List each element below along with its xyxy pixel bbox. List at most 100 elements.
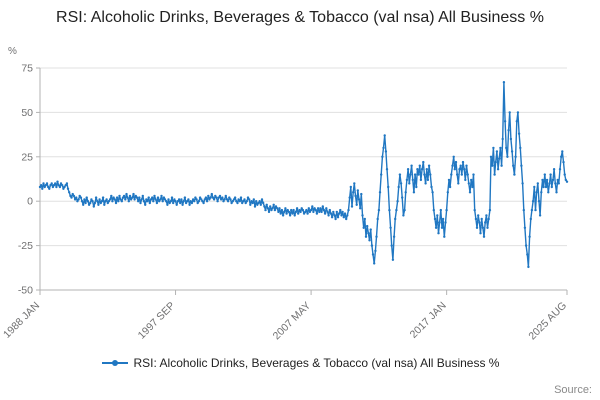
series-point bbox=[453, 168, 456, 171]
source-label: Source: bbox=[554, 384, 592, 396]
series-point bbox=[392, 235, 396, 238]
series-point bbox=[540, 191, 543, 194]
series-point bbox=[427, 164, 431, 167]
series-point bbox=[558, 168, 562, 171]
series-point bbox=[154, 198, 157, 201]
series-point bbox=[557, 182, 560, 185]
series-point bbox=[115, 196, 119, 199]
series-point bbox=[348, 196, 351, 199]
series-point bbox=[65, 182, 69, 185]
series-point bbox=[342, 216, 345, 219]
series-point bbox=[450, 173, 453, 176]
series-point bbox=[494, 160, 497, 164]
chart-title: RSI: Alcoholic Drinks, Beverages & Tobac… bbox=[56, 9, 544, 26]
series-point bbox=[274, 205, 278, 208]
series-point bbox=[330, 216, 334, 219]
x-tick-label: 2025 AUG bbox=[526, 300, 569, 343]
series-point bbox=[314, 208, 317, 212]
series-point bbox=[203, 198, 206, 201]
x-tick-label: 2007 MAY bbox=[271, 300, 314, 343]
series-point bbox=[156, 196, 160, 199]
series-point bbox=[97, 203, 100, 206]
series-point bbox=[300, 207, 303, 210]
series-point bbox=[378, 191, 382, 194]
series-point bbox=[209, 196, 212, 199]
series-point bbox=[212, 198, 216, 201]
series-point bbox=[337, 212, 341, 215]
series-point bbox=[245, 200, 248, 203]
series-point bbox=[122, 194, 126, 198]
series-point bbox=[163, 198, 167, 201]
series-point bbox=[251, 201, 254, 205]
series-point bbox=[153, 194, 156, 198]
series-point bbox=[556, 178, 559, 182]
series-point bbox=[516, 111, 520, 114]
series-point bbox=[492, 146, 495, 150]
series-point bbox=[259, 203, 262, 206]
series-point bbox=[238, 200, 241, 203]
series-point bbox=[262, 201, 265, 205]
series-point bbox=[205, 200, 209, 203]
series-point bbox=[464, 178, 467, 182]
series-point bbox=[452, 155, 455, 158]
y-tick-label: -50 bbox=[18, 285, 33, 297]
series-point bbox=[43, 185, 46, 189]
series-point bbox=[258, 200, 261, 203]
series-point bbox=[229, 198, 232, 201]
series-point bbox=[135, 196, 139, 199]
series-point bbox=[420, 168, 424, 171]
series-point bbox=[239, 196, 243, 199]
series-point bbox=[236, 201, 239, 205]
series-point bbox=[252, 198, 255, 201]
series-point bbox=[517, 132, 521, 135]
y-tick-label: 50 bbox=[21, 107, 33, 119]
y-tick-label: 25 bbox=[21, 151, 33, 163]
series-point bbox=[148, 201, 151, 205]
series-line bbox=[39, 81, 568, 268]
series-point bbox=[284, 207, 287, 210]
series-point bbox=[306, 212, 309, 215]
series-point bbox=[246, 196, 250, 199]
series-point bbox=[297, 212, 300, 215]
series-point bbox=[320, 210, 323, 214]
series-point bbox=[401, 196, 404, 199]
series-point bbox=[398, 173, 402, 176]
series-point bbox=[451, 164, 454, 167]
series-point bbox=[495, 150, 499, 153]
series-point bbox=[208, 198, 211, 201]
series-point bbox=[98, 198, 101, 201]
series-point bbox=[422, 160, 425, 164]
series-point bbox=[280, 208, 284, 212]
series-point bbox=[170, 196, 174, 199]
series-point bbox=[223, 198, 226, 201]
y-tick-label: -25 bbox=[18, 240, 33, 252]
series-point bbox=[250, 200, 253, 203]
series-point bbox=[99, 201, 103, 205]
series-point bbox=[322, 208, 326, 212]
series-point bbox=[44, 184, 47, 187]
series-point bbox=[505, 146, 508, 150]
series-point bbox=[83, 198, 86, 201]
series-point bbox=[340, 214, 343, 217]
legend-item-rsi-series[interactable]: RSI: Alcoholic Drinks, Beverages & Tobac… bbox=[101, 356, 499, 370]
series-point bbox=[370, 244, 374, 247]
series-point bbox=[562, 160, 565, 164]
series-point bbox=[565, 180, 569, 183]
series-point bbox=[385, 168, 389, 171]
series-point bbox=[62, 187, 65, 190]
series-point bbox=[112, 196, 115, 199]
series-point bbox=[196, 201, 199, 205]
series-point bbox=[139, 201, 142, 205]
series-point bbox=[194, 196, 197, 199]
series-point bbox=[472, 173, 475, 176]
series-point bbox=[256, 203, 259, 206]
series-point bbox=[231, 200, 234, 203]
series-point bbox=[80, 200, 84, 203]
series-point bbox=[193, 200, 196, 203]
series-point bbox=[175, 203, 178, 206]
series-point bbox=[273, 208, 277, 212]
series-point bbox=[146, 200, 149, 203]
series-point bbox=[520, 164, 523, 167]
series-point bbox=[479, 232, 482, 235]
series-point bbox=[299, 210, 302, 214]
